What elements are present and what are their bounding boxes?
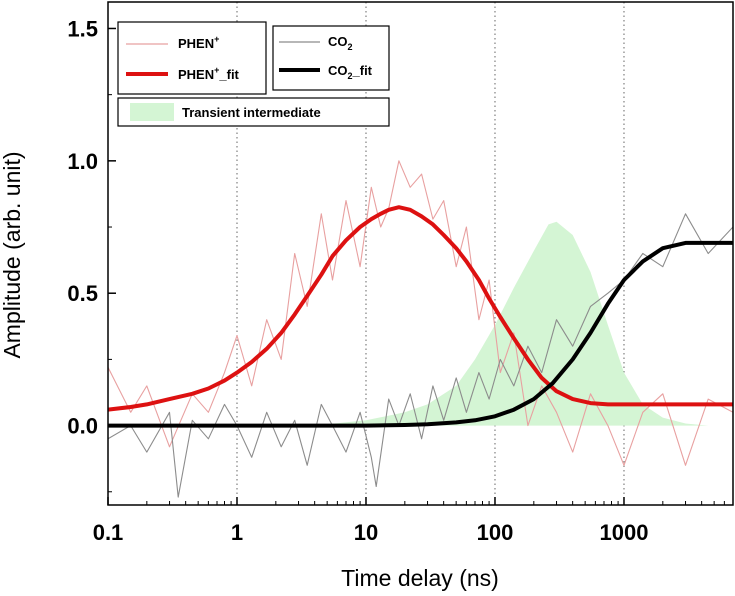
legend-co2: CO2 CO2_fit: [272, 25, 390, 91]
tick-labels: 0.1 1 10 100 1000 0.0 0.5 1.0 1.5: [67, 16, 648, 545]
y-tick-label: 1.5: [67, 16, 98, 41]
series-line-co2: [108, 213, 733, 498]
series-area-transient-intermediate: [275, 221, 709, 426]
axis-ticks: [107, 27, 725, 505]
x-tick-label: 10: [354, 520, 378, 545]
y-tick-label: 1.0: [67, 149, 98, 174]
x-tick-label: 1: [231, 520, 243, 545]
x-tick-label: 0.1: [93, 520, 124, 545]
legend-label-transient: Transient intermediate: [182, 105, 321, 120]
legend-co2-frame: [272, 25, 390, 91]
series-line-phen: [108, 160, 733, 466]
x-axis-title: Time delay (ns): [341, 565, 499, 591]
legend-label-co2-fit: CO2_fit: [328, 63, 373, 81]
legend-transient: Transient intermediate: [117, 97, 390, 127]
y-tick-label: 0.5: [67, 281, 98, 306]
line-layer: [108, 160, 733, 498]
area-layer: [275, 221, 709, 426]
legend-swatch-transient: [130, 103, 174, 121]
series-line-phen-fit: [108, 205, 733, 412]
x-tick-label: 1000: [600, 520, 649, 545]
x-tick-label: 100: [477, 520, 514, 545]
legend-label-phen-fit: PHEN+_fit: [178, 65, 240, 82]
y-tick-label: 0.0: [67, 414, 98, 439]
legend-phen: PHEN+ PHEN+_fit: [117, 21, 267, 95]
legend-label-co2: CO2: [328, 34, 353, 52]
y-axis-title: Amplitude (arb. unit): [0, 151, 25, 358]
legend-label-phen: PHEN+: [178, 34, 219, 51]
series-line-co2-fit: [108, 240, 733, 428]
plot-frame: [107, 1, 734, 506]
legend-phen-frame: [117, 21, 267, 95]
